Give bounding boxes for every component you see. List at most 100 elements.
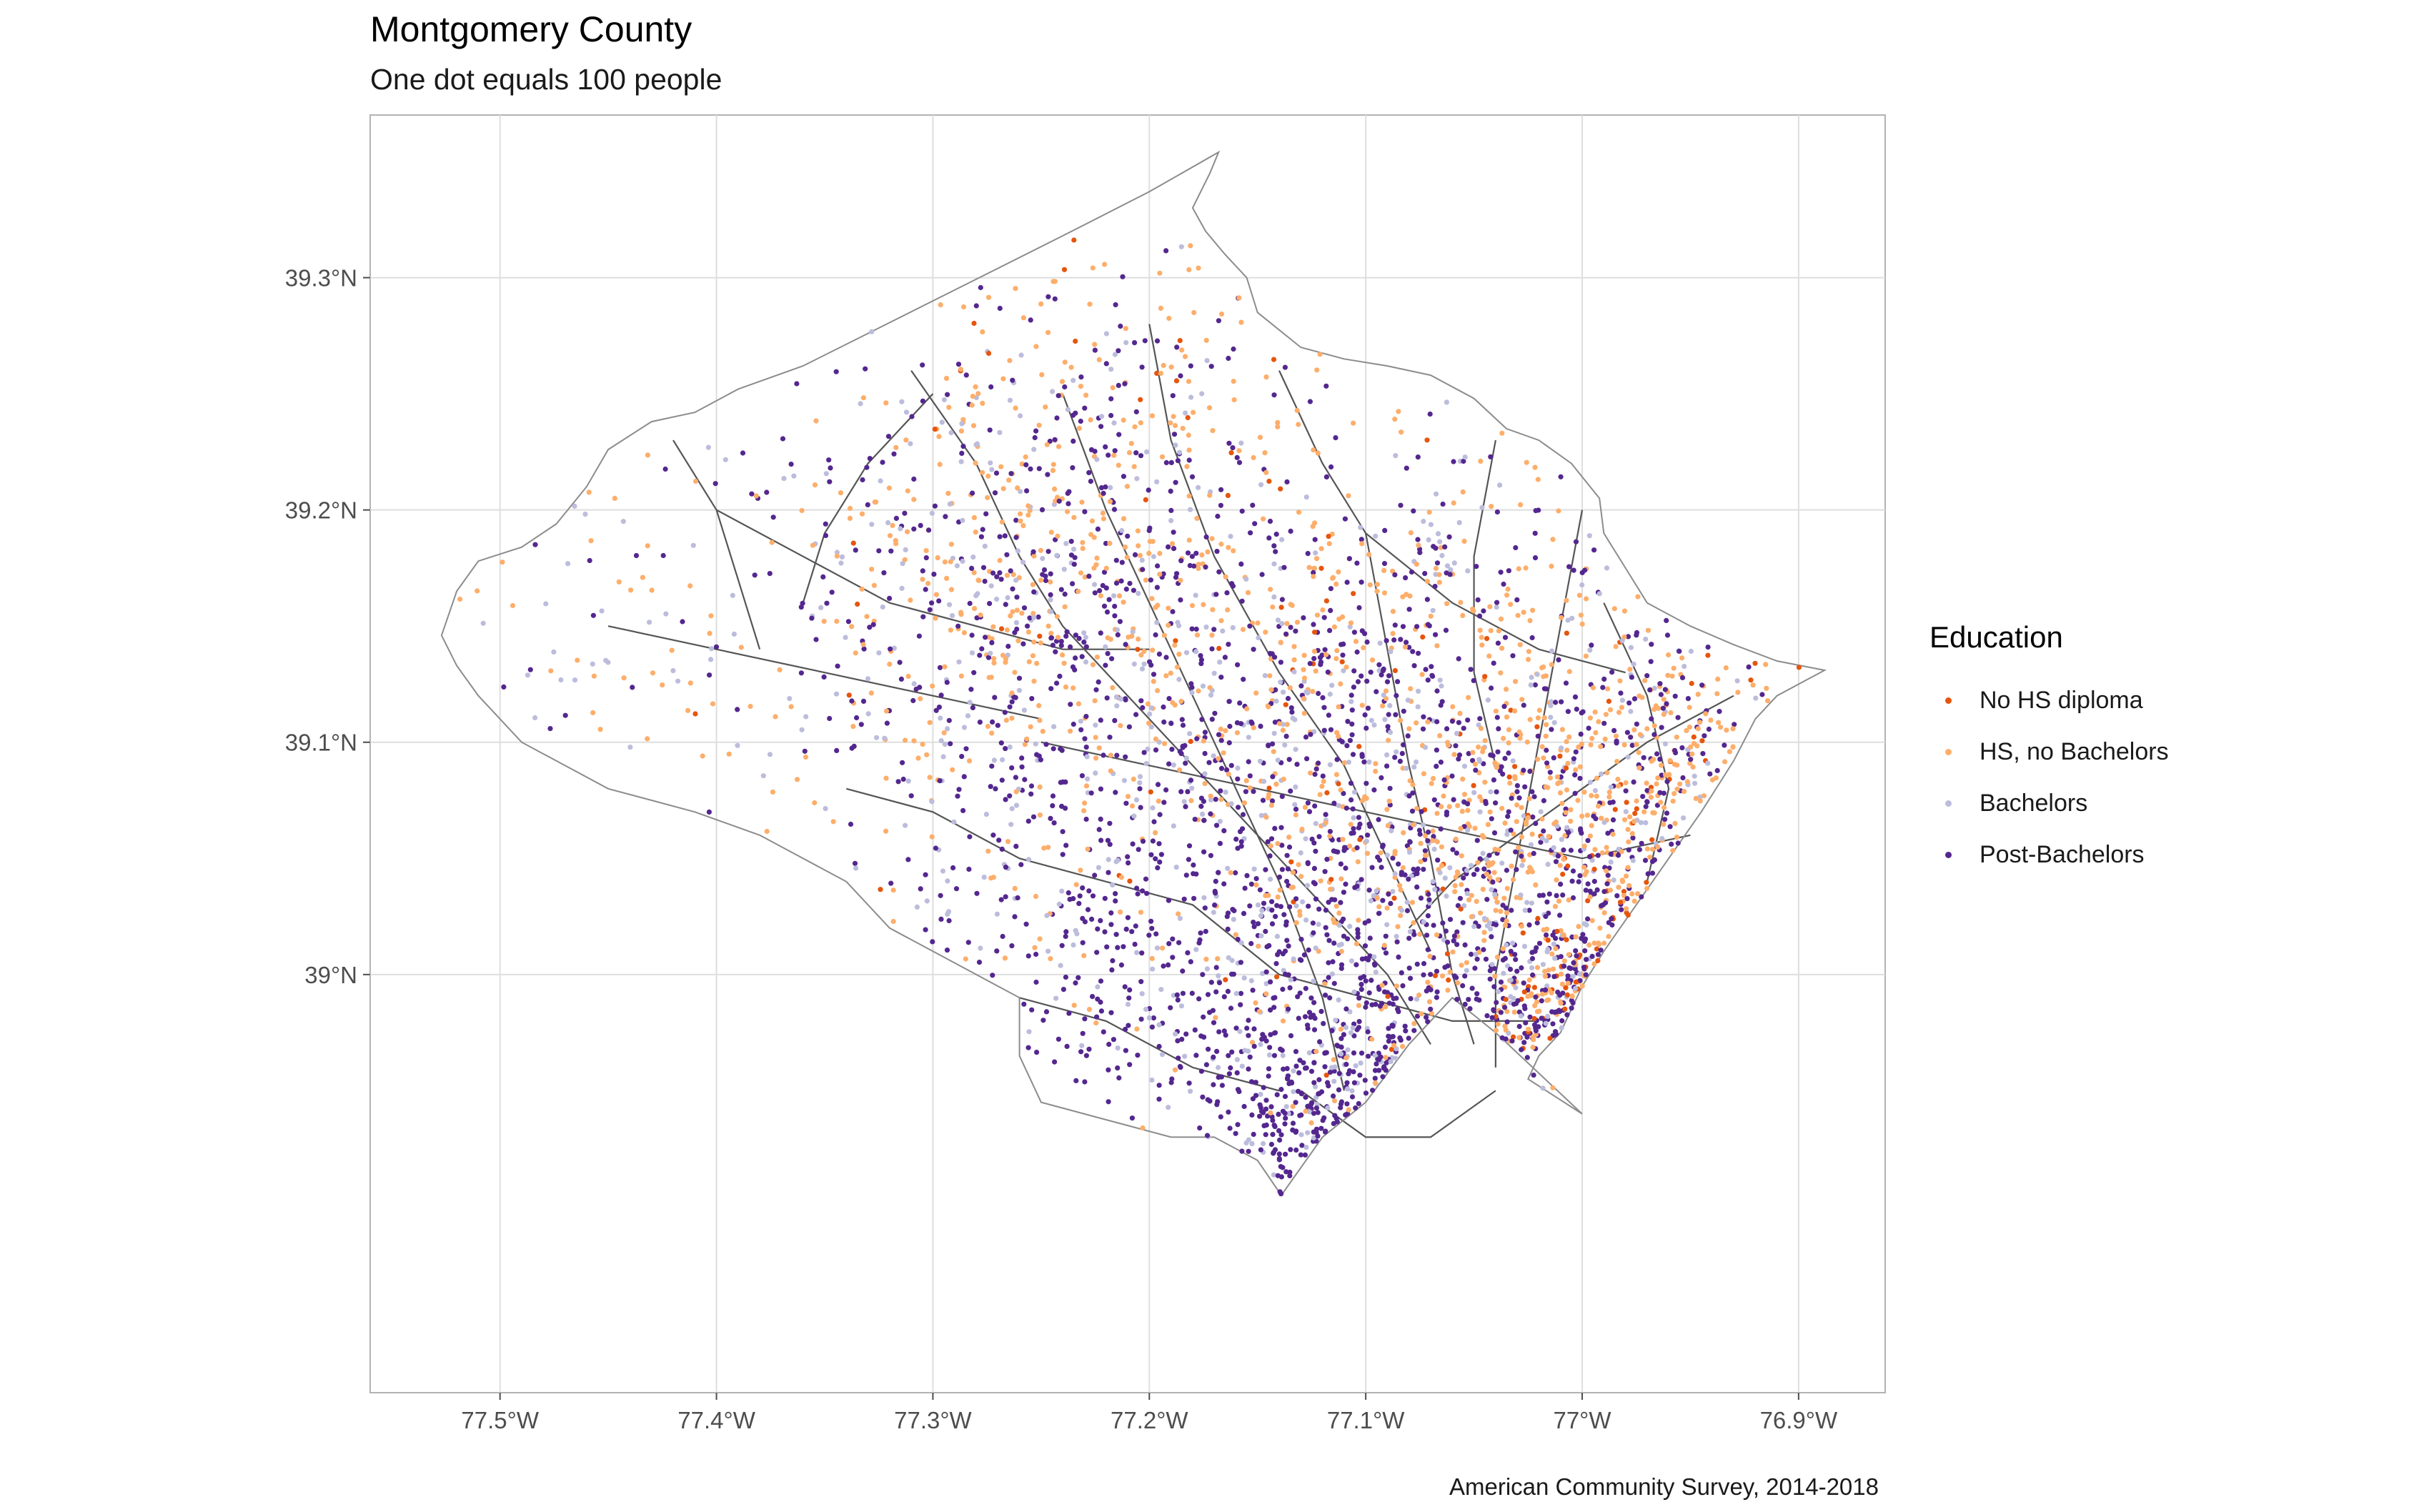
dot-post-bachelors: [1433, 632, 1439, 637]
dot-post-bachelors: [1043, 577, 1049, 584]
dot-hs-no-bachelors: [1306, 564, 1312, 570]
dot-post-bachelors: [1268, 1141, 1274, 1148]
dot-hs-no-bachelors: [1078, 867, 1083, 873]
dot-post-bachelors: [995, 722, 1000, 728]
dot-hs-no-bachelors: [1395, 924, 1401, 930]
dot-post-bachelors: [1323, 993, 1328, 998]
dot-bachelors: [1488, 789, 1494, 795]
dot-no-hs-diploma: [1591, 866, 1597, 872]
dot-post-bachelors: [1171, 432, 1178, 437]
dot-post-bachelors: [1104, 609, 1111, 615]
road-line: [672, 439, 761, 650]
dot-no-hs-diploma: [1508, 707, 1514, 713]
dot-post-bachelors: [1276, 1128, 1282, 1133]
dot-post-bachelors: [1311, 570, 1316, 576]
dot-bachelors: [1628, 645, 1634, 650]
dot-hs-no-bachelors: [960, 304, 967, 310]
dot-bachelors: [1468, 862, 1474, 868]
dot-post-bachelors: [1273, 914, 1278, 920]
dot-post-bachelors: [1263, 928, 1268, 935]
dot-post-bachelors: [1106, 597, 1112, 602]
dot-post-bachelors: [1316, 906, 1322, 912]
dot-post-bachelors: [788, 462, 794, 467]
dot-bachelors: [1208, 692, 1214, 698]
dot-post-bachelors: [1355, 679, 1361, 685]
dot-post-bachelors: [1259, 572, 1265, 577]
dot-post-bachelors: [1161, 719, 1167, 725]
dot-hs-no-bachelors: [1552, 904, 1559, 910]
dot-post-bachelors: [1495, 640, 1501, 646]
dot-hs-no-bachelors: [1223, 728, 1228, 734]
dot-hs-no-bachelors: [1231, 379, 1236, 384]
dot-no-hs-diploma: [1323, 1073, 1329, 1078]
dot-bachelors: [1111, 420, 1117, 426]
dot-hs-no-bachelors: [586, 489, 592, 495]
dot-post-bachelors: [1158, 852, 1164, 857]
dot-hs-no-bachelors: [1019, 461, 1025, 467]
dot-hs-no-bachelors: [1536, 1008, 1542, 1014]
dot-post-bachelors: [1425, 838, 1431, 844]
dot-bachelors: [1350, 1025, 1356, 1031]
dot-bachelors: [1139, 666, 1146, 672]
dot-post-bachelors: [979, 646, 985, 652]
dot-post-bachelors: [1439, 699, 1445, 705]
dot-post-bachelors: [1359, 754, 1365, 760]
dot-hs-no-bachelors: [1407, 778, 1413, 784]
dot-hs-no-bachelors: [1621, 817, 1628, 822]
dot-hs-no-bachelors: [925, 580, 931, 587]
dot-hs-no-bachelors: [1498, 616, 1504, 622]
dot-bachelors: [760, 773, 766, 779]
dot-hs-no-bachelors: [1504, 687, 1509, 692]
dot-post-bachelors: [1574, 706, 1579, 712]
dot-hs-no-bachelors: [1243, 778, 1249, 784]
dot-hs-no-bachelors: [649, 587, 655, 593]
dot-post-bachelors: [1508, 827, 1514, 833]
dot-no-hs-diploma: [1594, 946, 1599, 952]
dot-hs-no-bachelors: [1670, 798, 1676, 804]
dot-post-bachelors: [1202, 750, 1208, 757]
legend-item-hs-no-bachelors: HS, no Bachelors: [1929, 726, 2169, 777]
dot-bachelors: [911, 681, 917, 687]
dot-post-bachelors: [1509, 795, 1514, 801]
dot-hs-no-bachelors: [1629, 831, 1635, 837]
dot-post-bachelors: [1298, 683, 1304, 689]
dot-post-bachelors: [1073, 980, 1078, 986]
dot-hs-no-bachelors: [1502, 922, 1508, 928]
dot-hs-no-bachelors: [1359, 702, 1365, 708]
dot-post-bachelors: [1130, 841, 1136, 847]
dot-bachelors: [731, 631, 737, 637]
dot-hs-no-bachelors: [1544, 722, 1549, 727]
dot-post-bachelors: [826, 457, 832, 463]
dot-hs-no-bachelors: [1157, 550, 1163, 557]
dot-post-bachelors: [1097, 588, 1103, 594]
dot-bachelors: [1336, 802, 1341, 808]
dot-post-bachelors: [1351, 630, 1357, 635]
dot-no-hs-diploma: [1564, 937, 1569, 942]
dot-post-bachelors: [1308, 732, 1313, 737]
dot-post-bachelors: [860, 698, 867, 705]
dot-hs-no-bachelors: [1524, 459, 1529, 465]
dot-hs-no-bachelors: [803, 754, 809, 760]
dot-post-bachelors: [1481, 866, 1487, 872]
dot-post-bachelors: [982, 578, 988, 585]
dot-post-bachelors: [1717, 709, 1722, 715]
dot-hs-no-bachelors: [1478, 725, 1484, 732]
dot-bachelors: [823, 806, 828, 812]
dot-hs-no-bachelors: [1566, 669, 1572, 675]
dot-post-bachelors: [888, 548, 894, 554]
dot-hs-no-bachelors: [1138, 652, 1144, 658]
dot-hs-no-bachelors: [958, 367, 964, 372]
dot-post-bachelors: [920, 362, 925, 368]
dot-post-bachelors: [1605, 872, 1611, 878]
dot-hs-no-bachelors: [1149, 955, 1155, 962]
dot-post-bachelors: [1585, 916, 1591, 922]
dot-post-bachelors: [1462, 973, 1468, 979]
dot-post-bachelors: [1062, 591, 1068, 597]
dot-hs-no-bachelors: [1280, 727, 1286, 733]
dot-post-bachelors: [1246, 1018, 1251, 1023]
dot-bachelors: [1125, 1001, 1131, 1008]
dot-hs-no-bachelors: [1597, 925, 1603, 931]
dot-no-hs-diploma: [1323, 598, 1329, 604]
dot-hs-no-bachelors: [924, 752, 930, 757]
dot-post-bachelors: [1661, 790, 1666, 796]
